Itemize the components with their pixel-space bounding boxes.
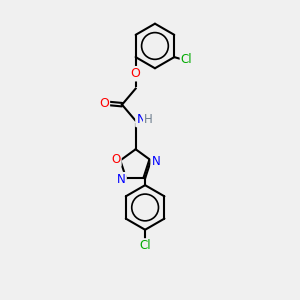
Text: N: N	[136, 113, 146, 126]
Text: N: N	[152, 155, 160, 168]
Text: N: N	[117, 173, 126, 186]
Text: Cl: Cl	[181, 53, 193, 66]
Text: O: O	[99, 97, 109, 110]
Text: Cl: Cl	[139, 239, 151, 252]
Text: O: O	[131, 67, 141, 80]
Text: O: O	[111, 153, 121, 166]
Text: H: H	[144, 113, 153, 126]
